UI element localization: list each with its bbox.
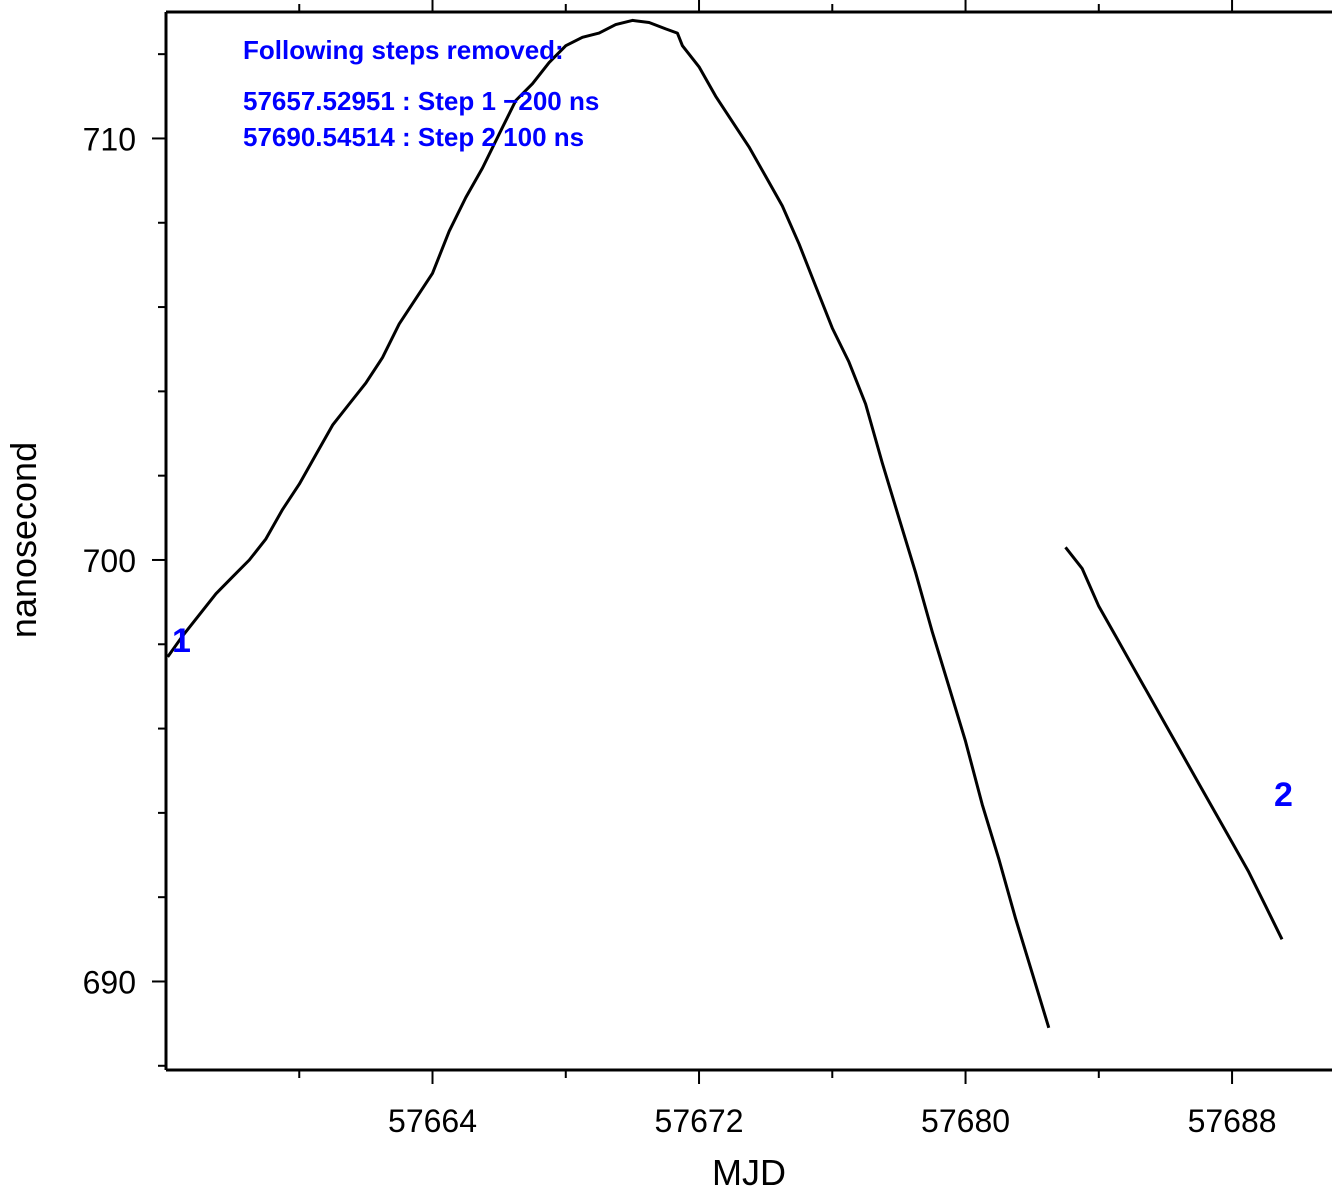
series-line-segment-2 bbox=[1064, 546, 1284, 940]
axis-tick-labels: 57664 57672 57680 57688 690 700 710 bbox=[83, 121, 1277, 1139]
series-line-segment-1 bbox=[166, 18, 1051, 1029]
axis-ticks bbox=[152, 0, 1234, 1084]
y-tick-label: 710 bbox=[83, 121, 136, 157]
x-axis-title: MJD bbox=[712, 1152, 786, 1193]
y-axis-title: nanosecond bbox=[3, 442, 44, 638]
series-layer bbox=[166, 18, 1284, 1029]
annotation-heading: Following steps removed: bbox=[243, 35, 564, 65]
y-tick-label: 690 bbox=[83, 964, 136, 1000]
x-tick-label: 57680 bbox=[921, 1103, 1010, 1139]
x-tick-label: 57688 bbox=[1188, 1103, 1277, 1139]
annotation-step-1: 57657.52951 : Step 1 −200 ns bbox=[243, 86, 599, 116]
y-tick-label: 700 bbox=[83, 543, 136, 579]
step-marker-1: 1 bbox=[172, 622, 191, 660]
step-marker-2: 2 bbox=[1274, 776, 1293, 814]
x-tick-label: 57664 bbox=[388, 1103, 477, 1139]
plot-frame bbox=[164, 10, 1332, 1072]
annotation-step-2: 57690.54514 : Step 2 100 ns bbox=[243, 122, 584, 152]
x-tick-label: 57672 bbox=[655, 1103, 744, 1139]
